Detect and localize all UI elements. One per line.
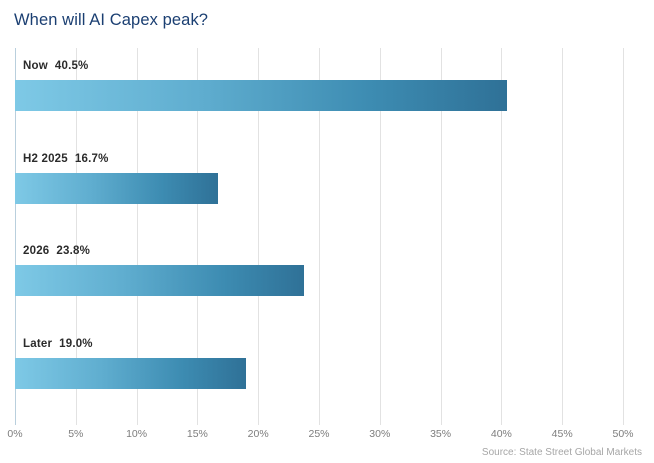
x-axis-tick-label: 50% xyxy=(612,428,634,440)
gridline xyxy=(136,48,138,425)
x-axis-tick-label: 20% xyxy=(247,428,269,440)
gridline xyxy=(562,48,564,425)
x-axis-tick-label: 25% xyxy=(308,428,330,440)
bar-label: Later 19.0% xyxy=(23,338,93,350)
gridline xyxy=(258,48,260,425)
bar-category-label: 2026 xyxy=(23,245,50,257)
gridline xyxy=(319,48,320,425)
x-axis-tick-label: 45% xyxy=(551,428,573,440)
x-axis-tick-label: 15% xyxy=(186,428,208,440)
bar-label: 2026 23.8% xyxy=(23,245,90,257)
bar-group: H2 2025 16.7% xyxy=(15,153,623,205)
gridline xyxy=(75,48,77,425)
gridline xyxy=(623,48,624,425)
gridline xyxy=(15,48,16,425)
bar-group: 2026 23.8% xyxy=(15,245,623,297)
gridline xyxy=(440,48,442,425)
x-axis-tick-label: 40% xyxy=(490,428,512,440)
bar-category-label: Now xyxy=(23,60,48,72)
bar-value-label: 19.0% xyxy=(59,337,93,350)
x-axis-tick-label: 0% xyxy=(7,428,23,440)
gridline xyxy=(379,48,381,425)
x-axis-tick-label: 5% xyxy=(68,428,84,440)
bar[interactable] xyxy=(15,80,508,111)
chart-title: When will AI Capex peak? xyxy=(14,11,209,29)
bar-value-label: 16.7% xyxy=(74,152,109,165)
x-axis-tick-label: 10% xyxy=(126,428,148,440)
bar[interactable] xyxy=(15,357,247,389)
bar[interactable] xyxy=(15,265,305,296)
gridline xyxy=(197,48,199,425)
gridline xyxy=(501,48,503,425)
bar-category-label: Later xyxy=(23,337,53,350)
bar-group: Now 40.5% xyxy=(15,60,623,112)
bar-group: Later 19.0% xyxy=(15,338,623,390)
bar-category-label: H2 2025 xyxy=(23,152,68,165)
bar-label: H2 2025 16.7% xyxy=(23,153,109,165)
bar-value-label: 23.8% xyxy=(56,245,90,257)
x-axis-tick-label: 30% xyxy=(369,428,391,440)
bar-value-label: 40.5% xyxy=(54,60,89,72)
bar[interactable] xyxy=(15,172,219,204)
x-axis-tick-label: 35% xyxy=(430,428,452,440)
x-axis: 0% 5% 10% 15% 20% 25% 30% 35% 40% 45% 50% xyxy=(7,428,633,444)
plot-area: Now 40.5% H2 2025 16.7% 2026 23.8% Later 19.0% xyxy=(15,48,624,425)
source-note: Source: State Street Global Markets xyxy=(481,447,642,458)
bar-label: Now 40.5% xyxy=(23,60,88,72)
